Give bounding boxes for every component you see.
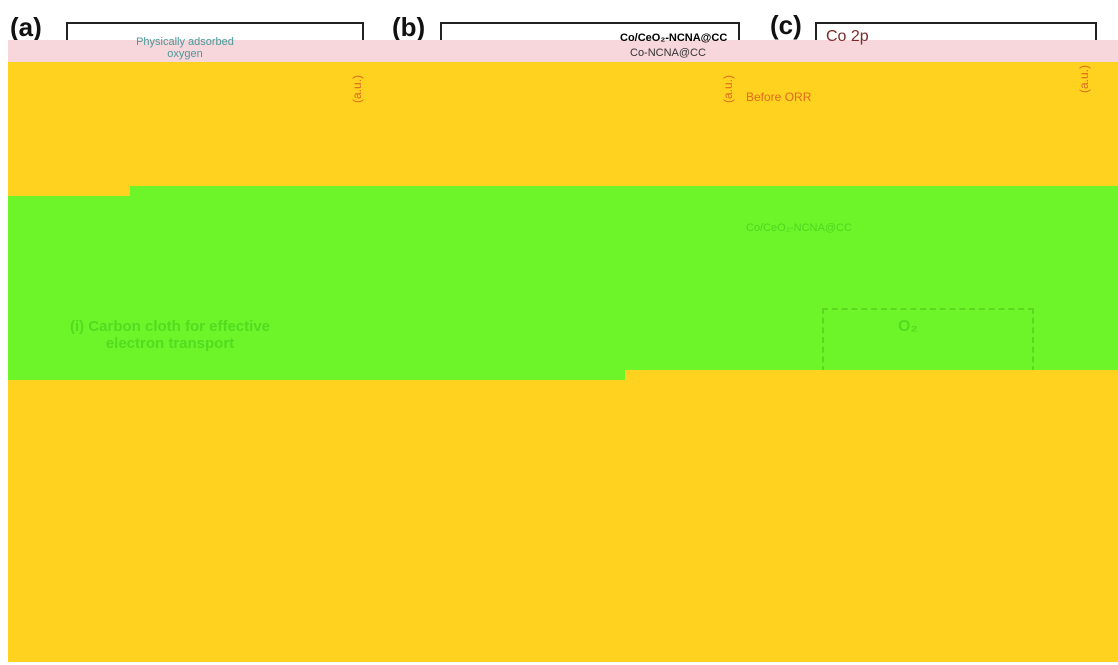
scheme-label: (i) Carbon cloth for effective electron … [50,318,290,352]
block [8,380,1118,662]
panel-label: (c) [770,10,802,41]
scheme-label: O₂ [898,318,918,336]
block [8,186,130,196]
block [625,370,1118,382]
plot-title: Co 2p [826,28,869,46]
page: (a) (b) (c) Physically adsorbed oxygen C… [0,0,1118,665]
inset-box [822,308,1034,372]
panel-label: (b) [392,12,425,43]
axis-label: (a.u.) [1077,65,1091,93]
legend-entry: Co/CeO₂-NCNA@CC [620,32,727,44]
axis-label: (a.u.) [350,75,364,103]
annotation: Physically adsorbed oxygen [130,36,240,60]
annotation: Before ORR [746,90,811,104]
panel-label: (a) [10,12,42,43]
scheme-label: Co/CeO₂-NCNA@CC [746,222,852,234]
legend-entry: Co-NCNA@CC [630,47,706,59]
axis-label: (a.u.) [721,75,735,103]
block [8,62,1118,186]
